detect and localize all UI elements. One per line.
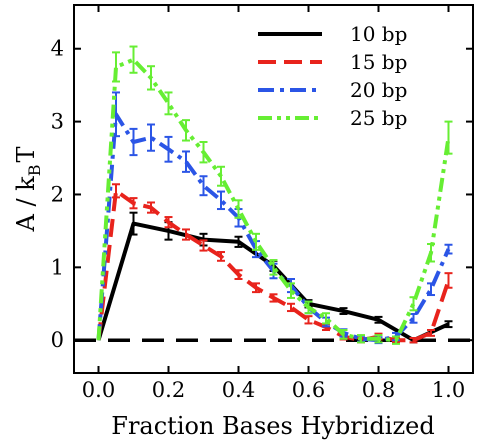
error-bar — [234, 269, 243, 280]
error-bar — [234, 199, 243, 219]
error-bar — [304, 315, 313, 325]
error-bar — [129, 211, 138, 236]
error-bar — [427, 329, 435, 337]
y-axis-label-main: A / k — [12, 176, 40, 233]
error-bar — [217, 251, 225, 262]
error-bar — [129, 197, 138, 210]
error-bar — [409, 312, 418, 324]
legend: 10 bp 15 bp 20 bp 25 bp — [258, 22, 407, 130]
error-bar — [129, 127, 138, 157]
error-bar — [147, 201, 155, 214]
error-bar — [164, 216, 173, 229]
error-bar — [427, 282, 435, 297]
error-bar — [252, 232, 260, 251]
error-bar — [304, 300, 313, 315]
error-bar — [112, 51, 120, 83]
error-bar — [112, 183, 120, 199]
error-bar — [374, 315, 383, 324]
y-tick-label: 0 — [51, 328, 64, 352]
error-bar — [392, 335, 400, 345]
error-bar — [217, 165, 225, 187]
error-bar — [444, 120, 453, 155]
legend-item: 10 bp — [258, 22, 407, 46]
error-bar — [444, 272, 453, 289]
error-bar — [269, 259, 278, 276]
error-bar — [252, 282, 260, 294]
x-tick-label: 0.6 — [292, 378, 325, 402]
error-bar — [199, 175, 208, 197]
legend-label: 15 bp — [350, 50, 407, 74]
svg-text:A / kBT: A / kBT — [12, 147, 44, 233]
error-bar — [427, 243, 435, 263]
legend-label: 10 bp — [350, 22, 407, 46]
legend-label: 25 bp — [350, 106, 407, 130]
legend-item: 25 bp — [258, 106, 407, 130]
error-bar — [322, 312, 330, 325]
error-bar — [199, 239, 208, 252]
error-bar — [182, 119, 190, 142]
error-bar — [339, 329, 348, 340]
x-tick-label: 0.4 — [222, 378, 255, 402]
x-tick-label: 0.2 — [152, 378, 185, 402]
error-bar — [129, 45, 138, 74]
ticks-layer: 0.0 0.2 0.4 0.6 0.8 1.0 0 1 2 3 4 — [51, 5, 473, 402]
x-tick-label: 0.8 — [362, 378, 395, 402]
error-bar — [182, 150, 190, 173]
y-tick-label: 4 — [51, 37, 64, 61]
error-bar — [357, 334, 365, 344]
y-axis-label-suffix: T — [12, 147, 40, 163]
series-20-bp — [96, 91, 453, 345]
error-bar — [409, 296, 418, 312]
x-axis-label: Fraction Bases Hybridized — [111, 412, 434, 440]
error-bar — [444, 243, 453, 255]
y-axis-label: A / kBT — [12, 147, 44, 233]
error-bar — [444, 320, 453, 329]
error-bar — [287, 302, 295, 313]
error-bar — [199, 140, 208, 164]
error-bar — [374, 334, 383, 344]
x-tick-label: 1.0 — [432, 378, 465, 402]
error-bar — [182, 228, 190, 241]
y-tick-label: 1 — [51, 255, 64, 279]
series-layer — [96, 45, 453, 345]
error-bar — [147, 65, 155, 91]
legend-label: 20 bp — [350, 78, 407, 102]
plot-frame — [73, 4, 474, 374]
y-tick-label: 3 — [51, 110, 64, 134]
error-bar — [234, 235, 243, 248]
error-bar — [409, 337, 418, 344]
error-bar — [287, 282, 295, 299]
error-bar — [217, 190, 225, 211]
y-axis-label-subscript: B — [25, 165, 44, 177]
error-bar — [339, 307, 348, 315]
error-bar — [147, 123, 155, 152]
legend-item: 15 bp — [258, 50, 407, 74]
error-bar — [269, 293, 278, 303]
x-tick-label: 0.0 — [82, 378, 115, 402]
error-bar — [164, 91, 173, 116]
error-bar — [164, 135, 173, 163]
y-tick-label: 2 — [51, 182, 64, 206]
legend-item: 20 bp — [258, 78, 407, 102]
series-line — [96, 221, 450, 343]
series-25-bp — [96, 45, 453, 345]
